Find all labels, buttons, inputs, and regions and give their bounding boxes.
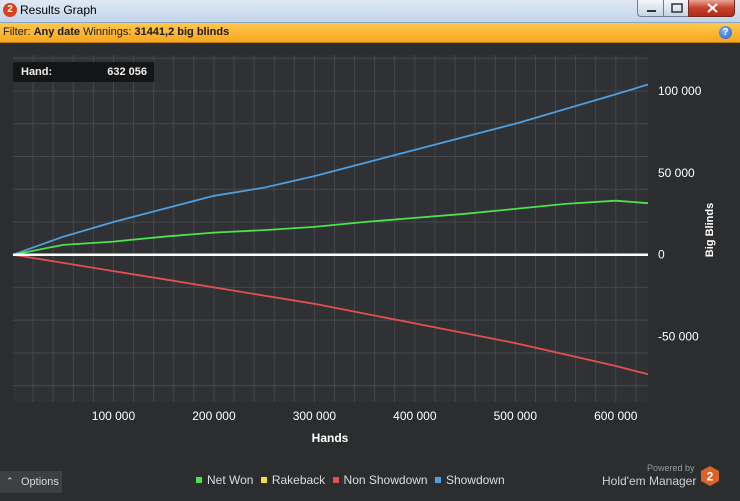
filter-bar[interactable]: Filter: Any date Winnings: 31441,2 big b… <box>0 23 740 43</box>
title-bar: 2 Results Graph <box>0 0 740 23</box>
legend-label: Non Showdown <box>344 473 428 487</box>
x-tick-label: 600 000 <box>594 409 638 423</box>
legend-label: Showdown <box>446 473 505 487</box>
x-tick-labels: 100 000 200 000 300 000 400 000 500 000 600 0… <box>92 409 638 423</box>
y-tick-label: 50 000 <box>658 166 695 180</box>
legend-label: Rakeback <box>272 473 325 487</box>
filter-summary: Filter: Any date Winnings: 31441,2 big b… <box>3 26 229 38</box>
hand-value: 632 056 <box>107 66 147 78</box>
app-logo-icon: 2 <box>3 3 17 17</box>
legend-item-showdown[interactable]: Showdown <box>435 473 505 487</box>
y-tick-labels: -50 000 0 50 000 100 000 <box>658 84 702 344</box>
legend-swatch <box>196 477 202 483</box>
x-tick-label: 400 000 <box>393 409 437 423</box>
maximize-button[interactable] <box>663 0 689 17</box>
legend-item-rakeback[interactable]: Rakeback <box>261 473 325 487</box>
minimize-button[interactable] <box>637 0 664 17</box>
x-tick-label: 200 000 <box>192 409 236 423</box>
y-tick-label: 100 000 <box>658 84 702 98</box>
x-tick-label: 500 000 <box>494 409 538 423</box>
holdem-manager-logo-icon: 2 <box>699 465 721 487</box>
results-chart: 100 000 200 000 300 000 400 000 500 000 600 0… <box>0 43 740 463</box>
legend-swatch <box>261 477 267 483</box>
maximize-icon <box>664 0 690 17</box>
y-axis-label: Big Blinds <box>704 203 716 257</box>
logo-number: 2 <box>707 470 714 484</box>
winnings-label: Winnings: <box>83 26 131 38</box>
y-tick-label: -50 000 <box>658 330 699 344</box>
plot-area <box>13 55 648 402</box>
legend: Net Won Rakeback Non Showdown Showdown <box>196 473 509 487</box>
legend-swatch <box>333 477 339 483</box>
winnings-value: 31441,2 big blinds <box>134 26 229 38</box>
legend-item-non-showdown[interactable]: Non Showdown <box>333 473 428 487</box>
filter-label: Filter: <box>3 26 31 38</box>
close-button[interactable] <box>688 0 735 17</box>
filter-date-value: Any date <box>34 26 80 38</box>
legend-item-net-won[interactable]: Net Won <box>196 473 253 487</box>
hand-tracker: Hand: 632 056 <box>13 62 154 82</box>
legend-swatch <box>435 477 441 483</box>
powered-by-text: Powered by <box>647 463 695 473</box>
x-axis-label: Hands <box>312 431 349 445</box>
x-tick-label: 100 000 <box>92 409 136 423</box>
close-icon <box>689 0 736 17</box>
options-button[interactable]: ⌃ Options <box>0 471 62 493</box>
options-label: Options <box>21 476 59 488</box>
minimize-icon <box>638 0 665 17</box>
chevron-up-icon: ⌃ <box>6 476 14 487</box>
product-name: Hold'em Manager <box>602 474 696 488</box>
hand-label: Hand: <box>21 66 52 78</box>
window-title: Results Graph <box>20 3 97 17</box>
y-tick-label: 0 <box>658 248 665 262</box>
legend-label: Net Won <box>207 473 253 487</box>
help-icon[interactable]: ? <box>719 26 732 39</box>
x-tick-label: 300 000 <box>293 409 337 423</box>
